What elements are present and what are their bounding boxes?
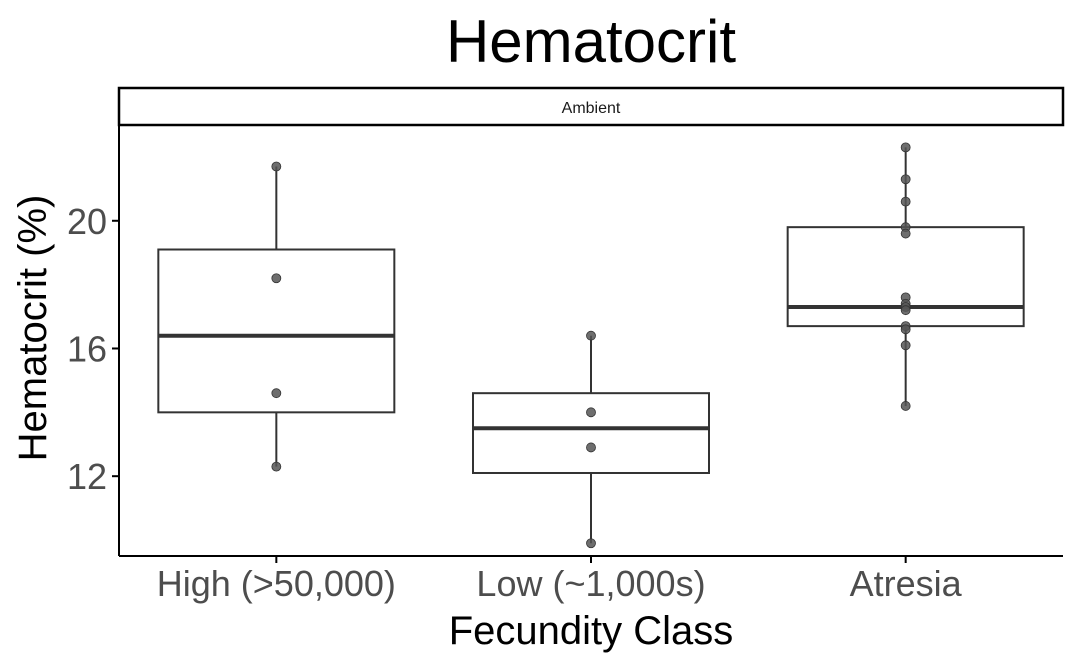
y-tick-label: 12: [67, 456, 107, 497]
data-point: [900, 196, 911, 207]
facet-strip: [117, 86, 1065, 127]
data-point: [586, 442, 596, 453]
data-point: [900, 174, 911, 185]
plot-panel: [157, 142, 1025, 549]
data-point: [900, 305, 911, 316]
data-point: [900, 401, 911, 411]
facet-label: Ambient: [562, 100, 621, 117]
data-point: [586, 538, 596, 549]
box: [472, 392, 710, 474]
x-tick-label: Low (~1,000s): [476, 563, 705, 604]
data-point: [271, 388, 282, 399]
y-tick-label: 20: [67, 201, 107, 242]
data-point: [900, 142, 911, 153]
x-axis-title: Fecundity Class: [449, 609, 734, 653]
x-tick-label: High (>50,000): [157, 563, 396, 604]
data-point: [271, 161, 282, 172]
data-point: [271, 273, 282, 284]
y-axis-ticks: 12 16 20: [67, 201, 119, 497]
x-tick-label: Atresia: [850, 563, 963, 604]
y-axis-title: Hematocrit (%): [11, 195, 55, 462]
data-point: [900, 340, 911, 351]
data-point: [586, 407, 596, 418]
box-group: [472, 330, 710, 549]
box-group: [157, 161, 396, 472]
data-point: [586, 330, 596, 341]
chart-title: Hematocrit: [446, 8, 736, 75]
box: [157, 248, 396, 414]
data-point: [900, 228, 911, 239]
y-tick-label: 16: [67, 328, 107, 369]
data-point: [900, 324, 911, 335]
x-axis-ticks: High (>50,000) Low (~1,000s) Atresia: [157, 556, 963, 604]
box-group: [786, 142, 1025, 411]
data-point: [271, 461, 282, 472]
